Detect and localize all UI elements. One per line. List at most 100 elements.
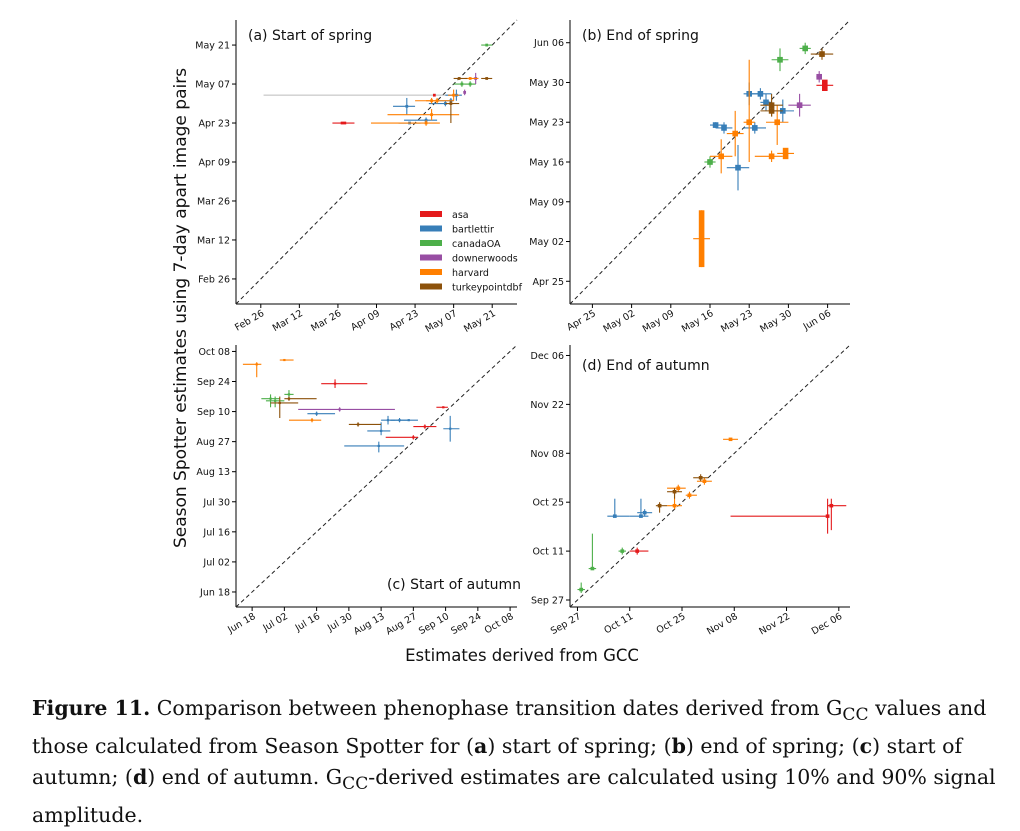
- marker: [430, 99, 433, 103]
- marker: [819, 51, 825, 57]
- data-point: [445, 100, 460, 124]
- data-point: [298, 407, 395, 412]
- marker: [412, 436, 415, 439]
- data-point: [588, 533, 597, 571]
- figure-chart: Season Spotter estimates using 7-day apa…: [171, 19, 851, 665]
- x-tick-label: May 21: [462, 308, 498, 335]
- x-tick-label: May 16: [680, 308, 716, 335]
- data-point: [655, 502, 668, 513]
- y-tick-label: Feb 26: [198, 274, 230, 285]
- marker: [485, 43, 489, 47]
- marker: [449, 102, 453, 105]
- caption-subscript: CC: [342, 774, 369, 795]
- data-point: [448, 89, 460, 101]
- x-tick-label: Apr 23: [388, 308, 421, 333]
- y-tick-label: Apr 25: [532, 277, 564, 288]
- x-tick-label: Aug 13: [352, 611, 387, 637]
- y-tick-label: Mar 26: [197, 196, 230, 207]
- x-tick-label: Sep 24: [449, 611, 483, 637]
- data-point: [284, 396, 317, 401]
- marker: [274, 399, 277, 402]
- data-point: [413, 424, 437, 429]
- marker: [379, 429, 383, 432]
- x-tick-label: Jun 18: [225, 611, 257, 636]
- marker: [485, 77, 489, 80]
- marker: [802, 45, 808, 52]
- caption-text: values and those calculated from Season …: [32, 696, 987, 759]
- marker: [432, 93, 436, 97]
- x-tick-label: Jul 30: [325, 611, 354, 634]
- marker: [718, 153, 724, 160]
- y-tick-label: Mar 12: [197, 235, 230, 246]
- x-tick-label: Sep 27: [549, 611, 583, 637]
- y-tick-label: May 02: [529, 237, 564, 248]
- marker: [310, 419, 314, 422]
- marker: [712, 122, 719, 128]
- x-axis-label: Estimates derived from GCC: [405, 646, 639, 665]
- x-tick-label: Apr 25: [565, 308, 598, 333]
- marker: [287, 393, 291, 396]
- figure-caption: Figure 11. Comparison between phenophase…: [32, 693, 997, 831]
- marker: [777, 56, 783, 63]
- marker: [635, 549, 640, 553]
- data-point: [816, 79, 834, 91]
- x-tick-label: Mar 12: [271, 308, 305, 334]
- marker: [746, 119, 752, 126]
- caption-text: ) end of autumn. G: [147, 765, 343, 790]
- marker: [728, 437, 733, 442]
- data-point: [393, 97, 416, 115]
- data-point: [760, 105, 783, 117]
- panel-title: (d) End of autumn: [582, 358, 710, 374]
- data-point: [710, 122, 727, 128]
- data-point: [607, 498, 630, 518]
- data-point: [726, 110, 744, 157]
- legend-item: turkeypointdbf: [420, 283, 523, 294]
- marker: [620, 549, 625, 553]
- caption-label: Figure 11.: [32, 696, 151, 720]
- data-point: [754, 150, 783, 162]
- x-tick-label: Apr 09: [349, 308, 382, 333]
- y-tick-label: Oct 25: [532, 498, 564, 509]
- marker: [452, 93, 456, 97]
- x-tick-label: Mar 26: [309, 308, 343, 334]
- x-tick-label: May 30: [758, 308, 794, 335]
- data-point: [270, 396, 299, 419]
- data-point: [693, 210, 710, 268]
- data-point: [436, 406, 448, 409]
- y-tick-label: May 21: [195, 41, 230, 52]
- data-point: [696, 477, 712, 485]
- data-point: [385, 435, 418, 440]
- marker: [338, 408, 341, 411]
- data-point: [481, 43, 493, 47]
- data-point: [321, 379, 368, 388]
- marker: [340, 121, 347, 125]
- marker: [825, 514, 830, 518]
- marker: [657, 503, 662, 508]
- marker: [255, 363, 258, 366]
- data-point: [693, 474, 709, 482]
- data-point: [332, 121, 355, 125]
- data-point: [265, 396, 285, 408]
- data-point: [426, 97, 438, 104]
- marker: [386, 419, 390, 422]
- marker: [283, 358, 286, 362]
- marker: [763, 99, 769, 106]
- y-tick-label: Jul 02: [202, 557, 230, 568]
- marker: [822, 79, 828, 91]
- marker: [687, 493, 692, 497]
- data-point: [463, 89, 467, 96]
- caption-text: ) end of spring; (: [685, 734, 860, 759]
- y-tick-label: May 07: [195, 80, 230, 91]
- caption-panel-b: b: [671, 734, 686, 759]
- marker: [782, 147, 789, 160]
- identity-line: [569, 344, 851, 608]
- marker: [430, 113, 433, 117]
- y-tick-label: Oct 08: [198, 347, 230, 358]
- data-point: [749, 88, 772, 100]
- x-tick-label: Jun 06: [801, 308, 833, 333]
- x-tick-label: Feb 26: [233, 308, 266, 333]
- marker: [590, 566, 595, 571]
- data-point: [810, 48, 834, 60]
